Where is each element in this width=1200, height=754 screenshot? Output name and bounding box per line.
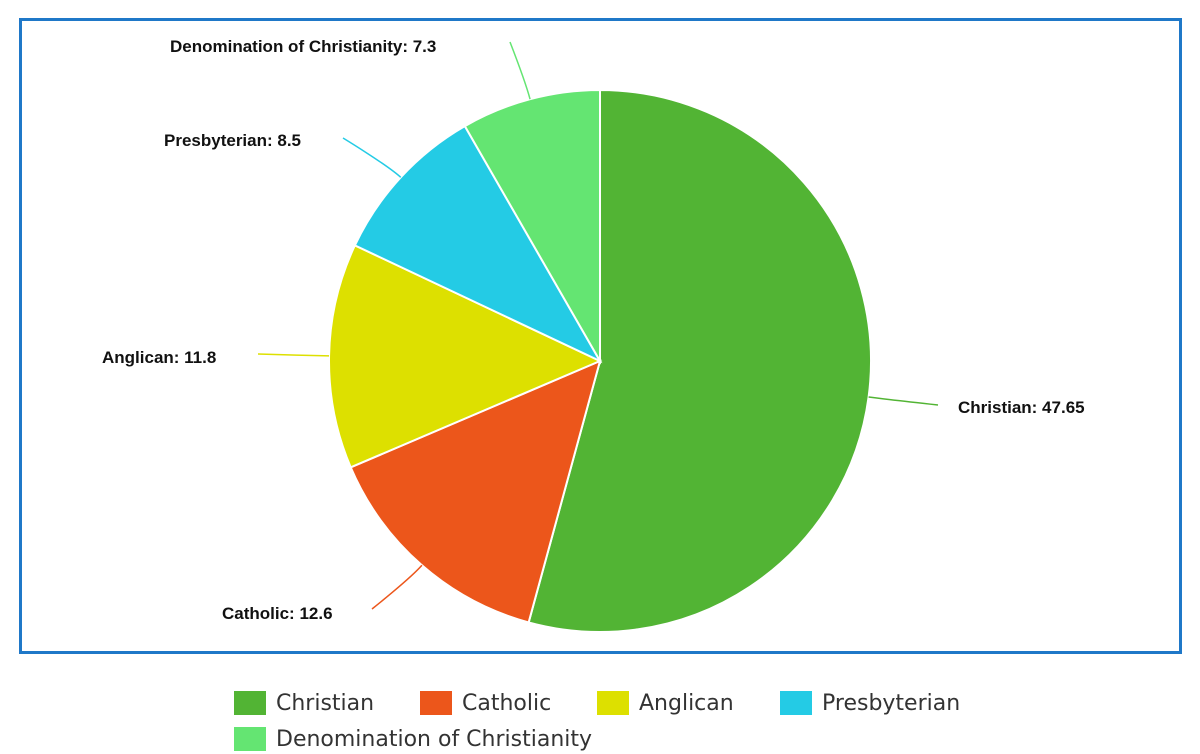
label-presbyterian: Presbyterian: 8.5 bbox=[164, 131, 301, 150]
chart-frame bbox=[19, 18, 1182, 654]
legend-item-presbyterian[interactable]: Presbyterian bbox=[780, 688, 960, 718]
legend-label: Anglican bbox=[639, 690, 734, 716]
data-labels: Christian: 47.65 Catholic: 12.6 Anglican: … bbox=[102, 37, 1085, 623]
label-connectors bbox=[257, 41, 939, 610]
legend-item-denomination-of-christianity[interactable]: Denomination of Christianity bbox=[234, 724, 592, 754]
legend-label: Catholic bbox=[462, 690, 552, 716]
legend-swatch bbox=[234, 691, 266, 715]
legend-label: Denomination of Christianity bbox=[276, 726, 593, 752]
label-anglican: Anglican: 11.8 bbox=[102, 348, 216, 367]
pie-slices bbox=[328, 88, 872, 633]
legend-item-catholic[interactable]: Catholic bbox=[420, 688, 551, 718]
slice-presbyterian[interactable] bbox=[353, 124, 603, 364]
label-denomination-of-christianity: Denomination of Christianity: 7.3 bbox=[170, 37, 436, 56]
legend-label: Christian bbox=[276, 690, 375, 716]
connector-catholic bbox=[371, 564, 423, 610]
legend-swatch bbox=[420, 691, 452, 715]
slice-catholic[interactable] bbox=[349, 359, 602, 624]
connector-presbyterian bbox=[342, 137, 402, 178]
connector-denomination-of-christianity bbox=[509, 41, 531, 100]
slice-denomination-of-christianity[interactable] bbox=[463, 88, 601, 365]
label-christian: Christian: 47.65 bbox=[958, 398, 1085, 417]
connector-anglican bbox=[257, 353, 330, 357]
legend-swatch bbox=[597, 691, 629, 715]
connector-christian bbox=[868, 396, 939, 406]
legend-label: Presbyterian bbox=[822, 690, 961, 716]
legend-swatch bbox=[780, 691, 812, 715]
legend-item-anglican[interactable]: Anglican bbox=[597, 688, 734, 718]
slice-anglican[interactable] bbox=[328, 244, 603, 469]
legend-item-christian[interactable]: Christian bbox=[234, 688, 374, 718]
label-catholic: Catholic: 12.6 bbox=[222, 604, 333, 623]
legend-swatch bbox=[234, 727, 266, 751]
